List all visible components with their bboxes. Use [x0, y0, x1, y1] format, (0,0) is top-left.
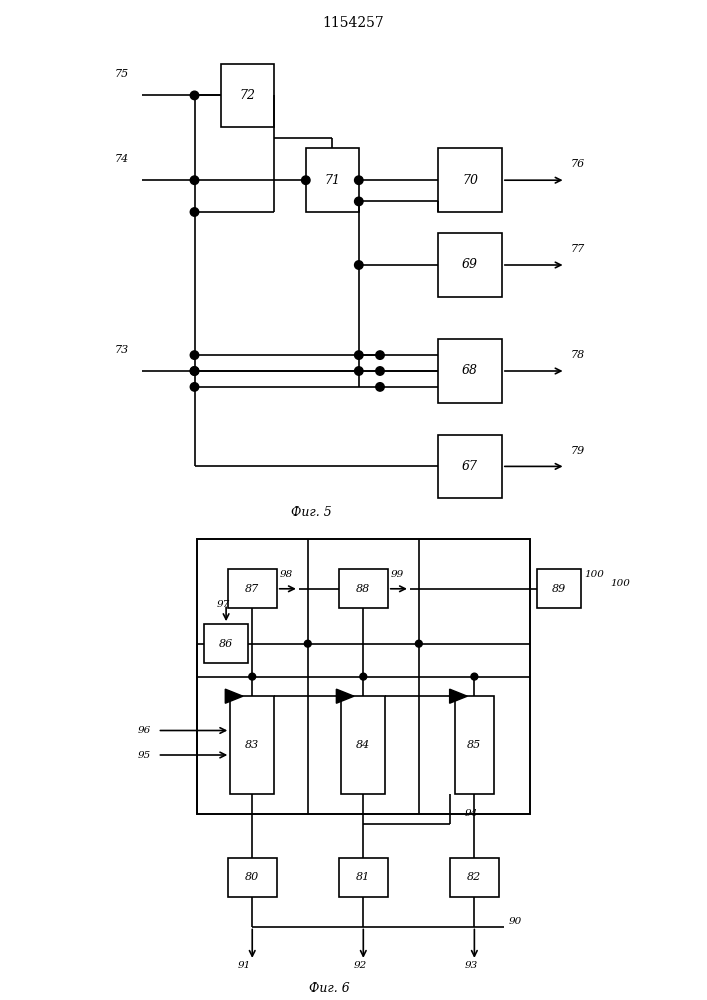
Text: Фиг. 6: Фиг. 6: [309, 982, 349, 995]
Text: 83: 83: [245, 740, 259, 750]
Text: 90: 90: [508, 917, 522, 926]
Text: 95: 95: [138, 750, 151, 760]
Bar: [537, 569, 581, 608]
Circle shape: [375, 351, 384, 359]
Circle shape: [354, 197, 363, 206]
Circle shape: [302, 176, 310, 184]
Bar: [339, 569, 388, 608]
Bar: [230, 696, 274, 794]
Bar: [341, 696, 385, 794]
Bar: [221, 64, 274, 127]
Circle shape: [471, 673, 478, 680]
Circle shape: [249, 673, 256, 680]
Text: 82: 82: [467, 872, 481, 882]
Text: 78: 78: [571, 350, 585, 360]
Bar: [204, 624, 248, 663]
Text: 94: 94: [464, 809, 478, 818]
Text: 70: 70: [462, 174, 478, 187]
Text: 88: 88: [356, 584, 370, 594]
Text: 85: 85: [467, 740, 481, 750]
Text: 89: 89: [552, 584, 566, 594]
Text: Фиг. 5: Фиг. 5: [291, 506, 332, 519]
Circle shape: [190, 208, 199, 216]
Circle shape: [190, 367, 199, 375]
Text: 68: 68: [462, 364, 478, 377]
Polygon shape: [450, 689, 467, 703]
Text: 75: 75: [115, 69, 129, 79]
Circle shape: [375, 367, 384, 375]
Circle shape: [360, 673, 367, 680]
Circle shape: [190, 367, 199, 375]
Circle shape: [354, 351, 363, 359]
Bar: [228, 569, 276, 608]
Circle shape: [190, 91, 199, 100]
Text: 84: 84: [356, 740, 370, 750]
Text: 72: 72: [240, 89, 255, 102]
Bar: [438, 435, 502, 498]
Text: 67: 67: [462, 460, 478, 473]
Circle shape: [354, 261, 363, 269]
Circle shape: [190, 383, 199, 391]
Text: 97: 97: [216, 600, 230, 609]
Circle shape: [190, 351, 199, 359]
Bar: [306, 148, 358, 212]
Text: 93: 93: [464, 961, 478, 970]
Text: 76: 76: [571, 159, 585, 169]
Polygon shape: [337, 689, 354, 703]
Text: 87: 87: [245, 584, 259, 594]
Bar: [455, 696, 494, 794]
Text: 1154257: 1154257: [322, 16, 385, 30]
Text: 100: 100: [611, 579, 631, 588]
Text: 81: 81: [356, 872, 370, 882]
Text: 96: 96: [138, 726, 151, 735]
Text: 77: 77: [571, 244, 585, 254]
Bar: [438, 233, 502, 297]
Circle shape: [354, 367, 363, 375]
Text: 86: 86: [219, 639, 233, 649]
Text: 98: 98: [279, 570, 293, 579]
Text: 99: 99: [390, 570, 404, 579]
Bar: [339, 858, 388, 897]
Text: 73: 73: [115, 345, 129, 355]
Text: 71: 71: [325, 174, 340, 187]
Bar: [228, 858, 276, 897]
Circle shape: [416, 640, 422, 647]
Text: 91: 91: [238, 961, 251, 970]
Bar: [438, 148, 502, 212]
Text: 74: 74: [115, 154, 129, 164]
Circle shape: [354, 176, 363, 184]
Text: 92: 92: [354, 961, 367, 970]
Text: 69: 69: [462, 258, 478, 271]
Polygon shape: [226, 689, 243, 703]
Circle shape: [375, 383, 384, 391]
Bar: [450, 858, 499, 897]
Text: 80: 80: [245, 872, 259, 882]
Circle shape: [190, 176, 199, 184]
Text: 100: 100: [584, 570, 604, 579]
Bar: [438, 339, 502, 403]
Circle shape: [304, 640, 311, 647]
Bar: [197, 539, 530, 814]
Text: 79: 79: [571, 446, 585, 456]
